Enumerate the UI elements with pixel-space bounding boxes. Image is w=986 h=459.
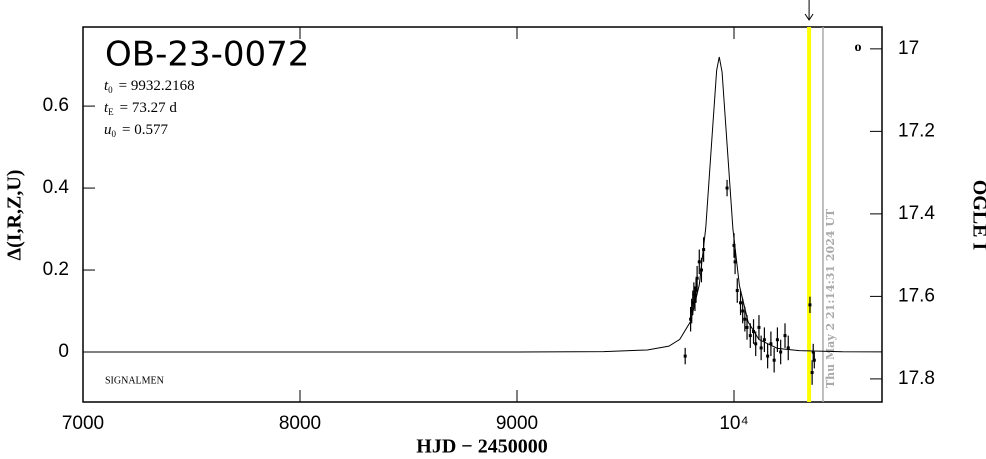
data-point xyxy=(783,334,787,338)
data-point xyxy=(690,309,694,313)
data-point xyxy=(811,350,815,354)
y2-axis-label: OGLE I xyxy=(968,180,986,251)
data-point xyxy=(697,260,701,264)
y-axis-label: Δ(I,R,Z,U) xyxy=(4,170,26,261)
data-point xyxy=(752,330,756,334)
param-symbol: t xyxy=(104,100,109,116)
data-point xyxy=(743,317,747,321)
param-sub: 0 xyxy=(112,129,117,139)
x-tick-label: 10⁴ xyxy=(719,413,748,434)
x-tick-label: 9000 xyxy=(496,413,538,434)
data-point xyxy=(695,276,699,280)
data-point xyxy=(741,309,745,313)
param-symbol: u xyxy=(104,122,112,138)
data-point xyxy=(775,338,779,342)
data-point xyxy=(691,301,695,305)
x-tick-label: 8000 xyxy=(279,413,321,434)
y-tick-label: 0 xyxy=(58,341,69,362)
data-point xyxy=(754,342,758,346)
data-point xyxy=(693,297,697,301)
data-point xyxy=(725,186,729,190)
param-sub: E xyxy=(108,107,114,117)
data-point xyxy=(808,303,812,307)
data-point xyxy=(733,260,737,264)
x-tick-label: 7000 xyxy=(62,413,104,434)
data-point xyxy=(745,325,749,329)
param-value: = 0.577 xyxy=(122,122,168,138)
data-point xyxy=(748,334,752,338)
y2-tick-label: 17.8 xyxy=(898,368,935,389)
param-symbol: t xyxy=(104,78,109,94)
data-point xyxy=(739,301,743,305)
param-value: = 9932.2168 xyxy=(119,78,195,94)
param-label: tE = 73.27 d xyxy=(104,100,177,117)
y2-tick-label: 17.2 xyxy=(898,120,935,141)
data-point xyxy=(779,350,783,354)
corner-mark: o xyxy=(855,40,862,55)
data-point xyxy=(689,317,693,321)
observer-label: SIGNALMEN xyxy=(105,375,164,386)
data-point xyxy=(732,243,736,247)
data-point xyxy=(702,248,706,252)
y2-tick-label: 17.6 xyxy=(898,285,935,306)
selected-arrowhead xyxy=(804,13,814,21)
data-point xyxy=(762,338,766,342)
data-point xyxy=(757,325,761,329)
data-point xyxy=(766,354,770,358)
data-point xyxy=(772,358,776,362)
data-point xyxy=(810,370,814,374)
x-axis-label: HJD − 2450000 xyxy=(416,436,547,458)
y-tick-label: 0.6 xyxy=(43,95,69,116)
data-point xyxy=(683,354,687,358)
y-tick-label: 0.4 xyxy=(43,177,70,198)
model-curve xyxy=(82,56,883,353)
y2-tick-label: 17.4 xyxy=(898,203,935,224)
data-point xyxy=(812,358,816,362)
param-label: u0 = 0.577 xyxy=(104,122,168,139)
param-value: = 73.27 d xyxy=(120,100,178,116)
param-label: t0 = 9932.2168 xyxy=(104,78,195,95)
data-point xyxy=(692,293,696,297)
plot-frame xyxy=(82,26,883,403)
data-point xyxy=(769,342,773,346)
data-point xyxy=(694,289,698,293)
data-point xyxy=(786,346,790,350)
param-sub: 0 xyxy=(108,85,113,95)
data-point xyxy=(699,268,703,272)
data-point xyxy=(735,289,739,293)
chart-title: OB-23-0072 xyxy=(105,35,309,75)
y-tick-label: 0.2 xyxy=(43,259,69,280)
data-point xyxy=(759,346,763,350)
date-stamp: Thu May 2 21:14:31 2024 UT xyxy=(824,208,837,388)
y2-tick-label: 17 xyxy=(898,38,919,59)
